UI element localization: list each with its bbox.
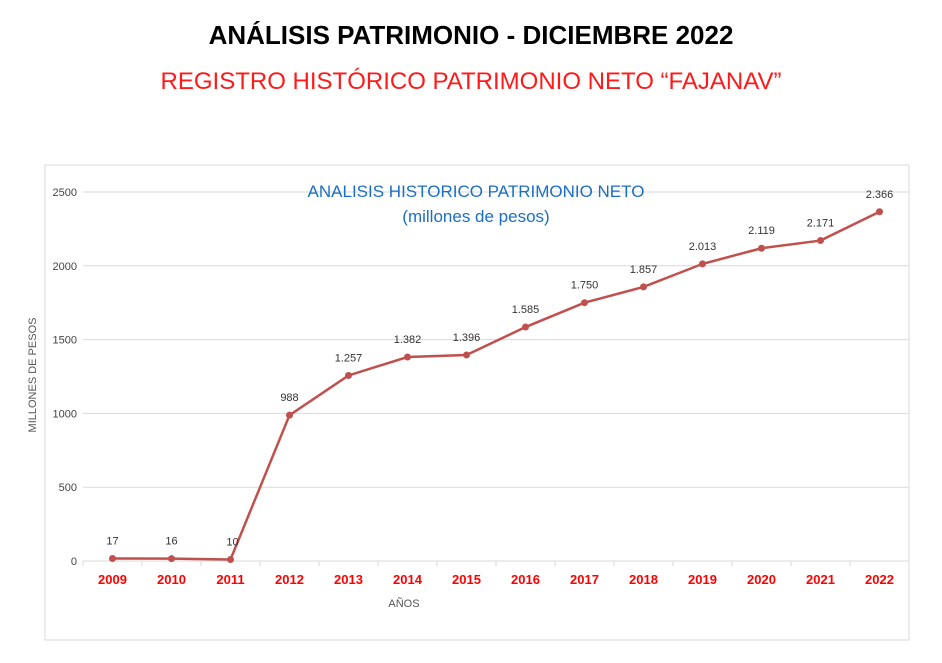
data-label: 1.585 bbox=[512, 304, 540, 316]
x-tick-label: 2012 bbox=[275, 572, 304, 587]
x-tick-label: 2018 bbox=[629, 572, 658, 587]
data-point bbox=[758, 244, 765, 252]
data-label: 1.382 bbox=[394, 334, 422, 346]
data-point bbox=[345, 371, 352, 379]
data-label: 2.119 bbox=[748, 225, 775, 237]
y-tick-label: 1500 bbox=[53, 335, 77, 347]
series-line bbox=[112, 210, 881, 561]
x-axis-label: AÑOS bbox=[388, 597, 419, 610]
data-point bbox=[522, 323, 529, 331]
data-point bbox=[581, 299, 588, 307]
y-tick-label: 1000 bbox=[53, 408, 77, 420]
data-point bbox=[404, 353, 411, 361]
y-tick-label: 2500 bbox=[53, 187, 77, 199]
page-subtitle: REGISTRO HISTÓRICO PATRIMONIO NETO “FAJA… bbox=[160, 68, 782, 95]
data-label: 17 bbox=[106, 535, 118, 547]
data-label: 2.171 bbox=[807, 218, 835, 230]
y-axis-label: MILLONES DE PESOS bbox=[27, 318, 39, 433]
x-tick-label: 2013 bbox=[334, 572, 363, 587]
data-point bbox=[817, 237, 824, 245]
data-label: 2.366 bbox=[866, 189, 894, 201]
x-tick-label: 2015 bbox=[452, 572, 481, 587]
data-label: 988 bbox=[280, 392, 298, 404]
data-point bbox=[168, 555, 175, 563]
y-tick-label: 2000 bbox=[53, 261, 77, 273]
x-tick-label: 2017 bbox=[570, 572, 599, 587]
data-point bbox=[286, 411, 293, 419]
x-tick-label: 2022 bbox=[865, 572, 894, 587]
x-tick-label: 2014 bbox=[393, 572, 423, 587]
x-tick-label: 2021 bbox=[806, 572, 835, 587]
x-tick-label: 2011 bbox=[216, 572, 244, 587]
page-title: ANÁLISIS PATRIMONIO - DICIEMBRE 2022 bbox=[208, 20, 734, 50]
data-point bbox=[876, 208, 883, 216]
data-label: 16 bbox=[165, 536, 177, 548]
data-label: 1.750 bbox=[571, 280, 599, 292]
chart-title: ANALISIS HISTORICO PATRIMONIO NETO bbox=[308, 182, 645, 201]
x-tick-label: 2019 bbox=[688, 572, 717, 587]
chart-subtitle: (millones de pesos) bbox=[402, 207, 549, 226]
x-tick-label: 2009 bbox=[98, 572, 127, 587]
x-tick-label: 2010 bbox=[157, 572, 186, 587]
data-point bbox=[227, 556, 234, 564]
y-tick-label: 0 bbox=[71, 556, 77, 568]
data-label: 1.857 bbox=[630, 264, 658, 276]
y-tick-label: 500 bbox=[59, 482, 77, 494]
x-tick-label: 2020 bbox=[747, 572, 776, 587]
data-point bbox=[699, 260, 706, 268]
data-label: 1.257 bbox=[335, 352, 363, 364]
chart-frame bbox=[44, 164, 910, 641]
data-label: 2.013 bbox=[689, 241, 717, 253]
data-label: 10 bbox=[226, 537, 238, 549]
data-label: 1.396 bbox=[453, 332, 481, 344]
data-point bbox=[463, 351, 470, 359]
x-tick-label: 2016 bbox=[511, 572, 540, 587]
data-point bbox=[109, 554, 116, 562]
data-point bbox=[640, 283, 647, 291]
